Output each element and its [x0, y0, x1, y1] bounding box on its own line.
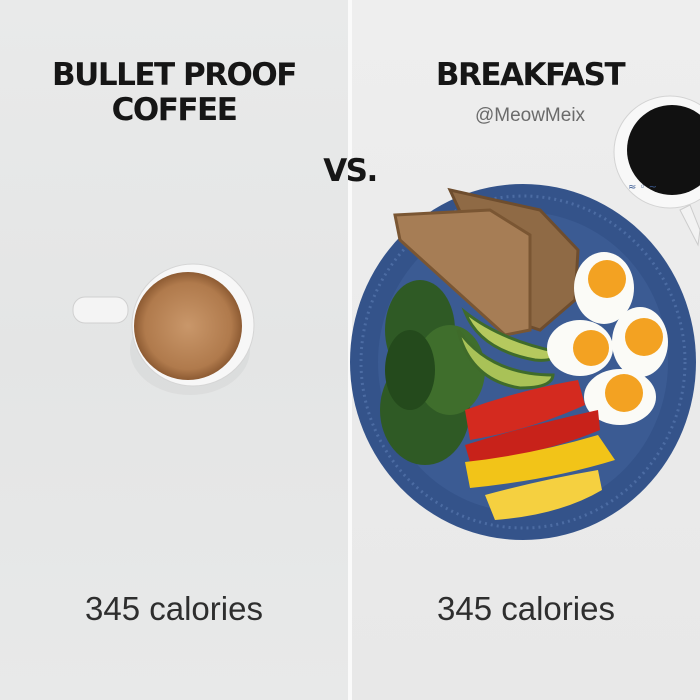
right-title: BREAKFAST [435, 57, 626, 93]
left-title-line1: BULLET PROOF [52, 57, 297, 93]
toast [393, 187, 580, 337]
espresso-cup [72, 263, 255, 395]
boiled-eggs [547, 252, 668, 425]
divider [348, 0, 352, 700]
svg-text:≈ ◦ ~: ≈ ◦ ~ [628, 182, 657, 193]
right-calories: 345 calories [437, 590, 615, 627]
credit-handle: @MeowMeix [474, 105, 586, 126]
left-title-line2: COFFEE [111, 92, 238, 128]
black-coffee-mug: ≈ ◦ ~ [613, 95, 700, 247]
bell-peppers [465, 380, 615, 520]
spinach [380, 280, 485, 465]
versus-label: VS. [323, 153, 378, 189]
coffee-foam [134, 272, 242, 380]
left-calories: 345 calories [85, 590, 263, 627]
left-title: BULLET PROOF COFFEE [0, 58, 348, 128]
